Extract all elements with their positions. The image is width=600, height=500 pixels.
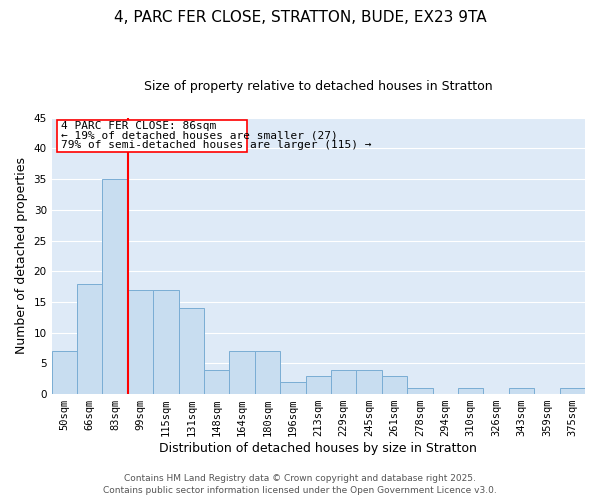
- Bar: [305, 376, 331, 394]
- Bar: [204, 370, 229, 394]
- Text: ← 19% of detached houses are smaller (27): ← 19% of detached houses are smaller (27…: [61, 130, 337, 140]
- FancyBboxPatch shape: [57, 120, 247, 152]
- Text: 4 PARC FER CLOSE: 86sqm: 4 PARC FER CLOSE: 86sqm: [61, 122, 216, 132]
- Bar: [382, 376, 407, 394]
- Bar: [52, 351, 77, 394]
- Bar: [509, 388, 534, 394]
- Bar: [280, 382, 305, 394]
- Bar: [255, 351, 280, 394]
- Bar: [153, 290, 179, 394]
- Text: Contains HM Land Registry data © Crown copyright and database right 2025.
Contai: Contains HM Land Registry data © Crown c…: [103, 474, 497, 495]
- Text: 79% of semi-detached houses are larger (115) →: 79% of semi-detached houses are larger (…: [61, 140, 371, 150]
- Title: Size of property relative to detached houses in Stratton: Size of property relative to detached ho…: [144, 80, 493, 93]
- Bar: [356, 370, 382, 394]
- Bar: [458, 388, 484, 394]
- Y-axis label: Number of detached properties: Number of detached properties: [15, 158, 28, 354]
- X-axis label: Distribution of detached houses by size in Stratton: Distribution of detached houses by size …: [160, 442, 477, 455]
- Bar: [77, 284, 103, 394]
- Bar: [179, 308, 204, 394]
- Bar: [560, 388, 585, 394]
- Bar: [331, 370, 356, 394]
- Bar: [407, 388, 433, 394]
- Text: 4, PARC FER CLOSE, STRATTON, BUDE, EX23 9TA: 4, PARC FER CLOSE, STRATTON, BUDE, EX23 …: [113, 10, 487, 25]
- Bar: [229, 351, 255, 394]
- Bar: [103, 179, 128, 394]
- Bar: [128, 290, 153, 394]
